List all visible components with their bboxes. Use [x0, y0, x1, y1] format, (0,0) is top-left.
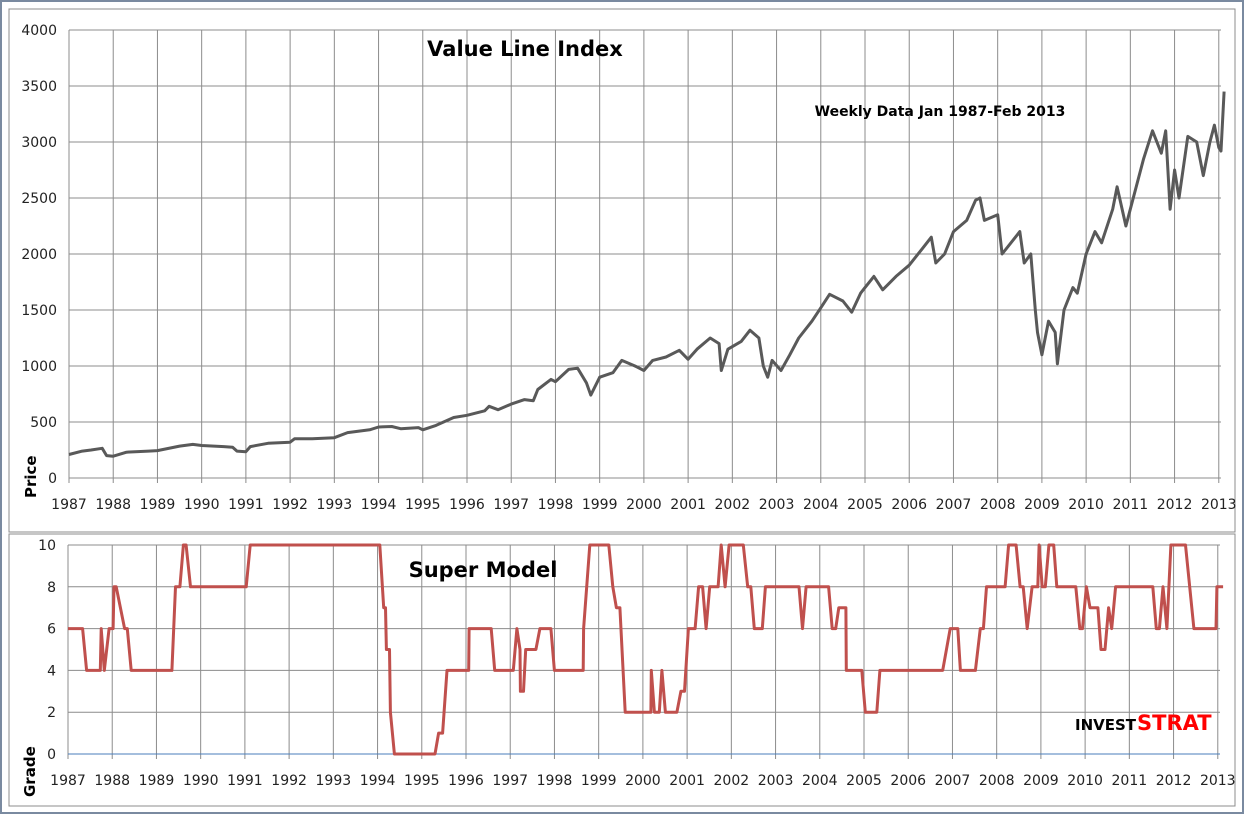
x-tick-label: 1989 — [140, 497, 176, 513]
x-tick-label: 2010 — [1067, 773, 1103, 789]
x-tick-label: 1987 — [50, 773, 86, 789]
x-tick-label: 2000 — [625, 773, 661, 789]
x-tick-label: 2003 — [759, 497, 795, 513]
x-tick-label: 1990 — [184, 497, 220, 513]
y-tick-label: 4 — [47, 663, 56, 679]
grade-chart: 0 2 4 6 8 10 1987 1988 1989 1990 1991 1992 1993 1994 1… — [38, 538, 1235, 789]
x-tick-label: 1995 — [404, 773, 440, 789]
x-tick-label: 2005 — [846, 773, 882, 789]
y-tick-label: 3000 — [21, 135, 57, 151]
x-tick-label: 1993 — [317, 497, 353, 513]
y-tick-label: 1000 — [21, 359, 57, 375]
price-axis-label: Price — [22, 455, 40, 498]
x-tick-label: 2002 — [714, 773, 750, 789]
x-tick-label: 2004 — [803, 497, 839, 513]
x-tick-label: 2002 — [715, 497, 751, 513]
x-tick-label: 2005 — [847, 497, 883, 513]
grade-line — [68, 543, 1224, 756]
x-tick-label: 2006 — [891, 497, 927, 513]
y-tick-label: 500 — [30, 415, 57, 431]
x-tick-label: 2012 — [1156, 773, 1192, 789]
x-tick-label: 2013 — [1200, 773, 1236, 789]
x-tick-label: 2013 — [1201, 497, 1237, 513]
price-chart-title: Value Line Index — [427, 37, 623, 61]
grade-chart-title: Super Model — [409, 558, 558, 582]
x-tick-label: 1996 — [449, 497, 485, 513]
y-tick-label: 3500 — [21, 79, 57, 95]
logo-invest: INVEST — [1075, 716, 1137, 734]
x-tick-label: 2012 — [1157, 497, 1193, 513]
x-tick-label: 2003 — [758, 773, 794, 789]
x-tick-label: 1995 — [405, 497, 441, 513]
x-tick-label: 2008 — [980, 497, 1016, 513]
x-tick-label: 1992 — [272, 497, 308, 513]
y-tick-label: 0 — [48, 471, 57, 487]
y-tick-label: 2 — [47, 705, 56, 721]
x-tick-label: 1988 — [94, 773, 130, 789]
investstrat-logo: INVEST STRAT — [1075, 711, 1212, 735]
x-tick-label: 1990 — [183, 773, 219, 789]
x-tick-label: 1993 — [316, 773, 352, 789]
x-tick-label: 2009 — [1023, 773, 1059, 789]
x-tick-label: 2006 — [890, 773, 926, 789]
x-tick-label: 1999 — [581, 773, 617, 789]
x-tick-label: 1996 — [448, 773, 484, 789]
x-tick-label: 1997 — [492, 773, 528, 789]
price-chart: 0 500 1000 1500 2000 2500 3000 3500 4000 1987 1988… — [21, 23, 1236, 513]
x-tick-label: 1987 — [51, 497, 87, 513]
x-tick-label: 2001 — [670, 497, 706, 513]
y-tick-label: 1500 — [21, 303, 57, 319]
x-tick-label: 1991 — [228, 497, 264, 513]
x-tick-label: 1992 — [271, 773, 307, 789]
x-tick-label: 1998 — [537, 773, 573, 789]
y-tick-label: 6 — [47, 622, 56, 638]
x-tick-label: 2004 — [802, 773, 838, 789]
x-tick-label: 2007 — [935, 773, 971, 789]
x-tick-label: 1998 — [538, 497, 574, 513]
x-tick-label: 2007 — [936, 497, 972, 513]
x-tick-label: 1994 — [360, 773, 396, 789]
x-tick-label: 1988 — [95, 497, 131, 513]
top-panel — [8, 8, 1236, 533]
logo-strat: STRAT — [1137, 711, 1212, 735]
x-tick-label: 2000 — [626, 497, 662, 513]
x-tick-label: 1991 — [227, 773, 263, 789]
x-tick-label: 2001 — [669, 773, 705, 789]
x-tick-label: 1997 — [493, 497, 529, 513]
x-tick-label: 2011 — [1113, 497, 1149, 513]
y-tick-label: 2000 — [21, 247, 57, 263]
x-tick-label: 1999 — [582, 497, 618, 513]
x-tick-label: 2011 — [1112, 773, 1148, 789]
y-tick-label: 10 — [38, 538, 56, 554]
price-chart-subtitle: Weekly Data Jan 1987-Feb 2013 — [815, 104, 1066, 120]
x-tick-label: 1994 — [361, 497, 397, 513]
y-tick-label: 4000 — [21, 23, 57, 39]
x-tick-label: 2010 — [1068, 497, 1104, 513]
x-tick-label: 1989 — [139, 773, 175, 789]
price-line — [68, 91, 1226, 458]
y-tick-label: 8 — [47, 580, 56, 596]
x-tick-label: 2008 — [979, 773, 1015, 789]
y-tick-label: 0 — [47, 747, 56, 763]
grade-axis-label: Grade — [21, 746, 39, 797]
x-tick-label: 2009 — [1024, 497, 1060, 513]
y-tick-label: 2500 — [21, 191, 57, 207]
